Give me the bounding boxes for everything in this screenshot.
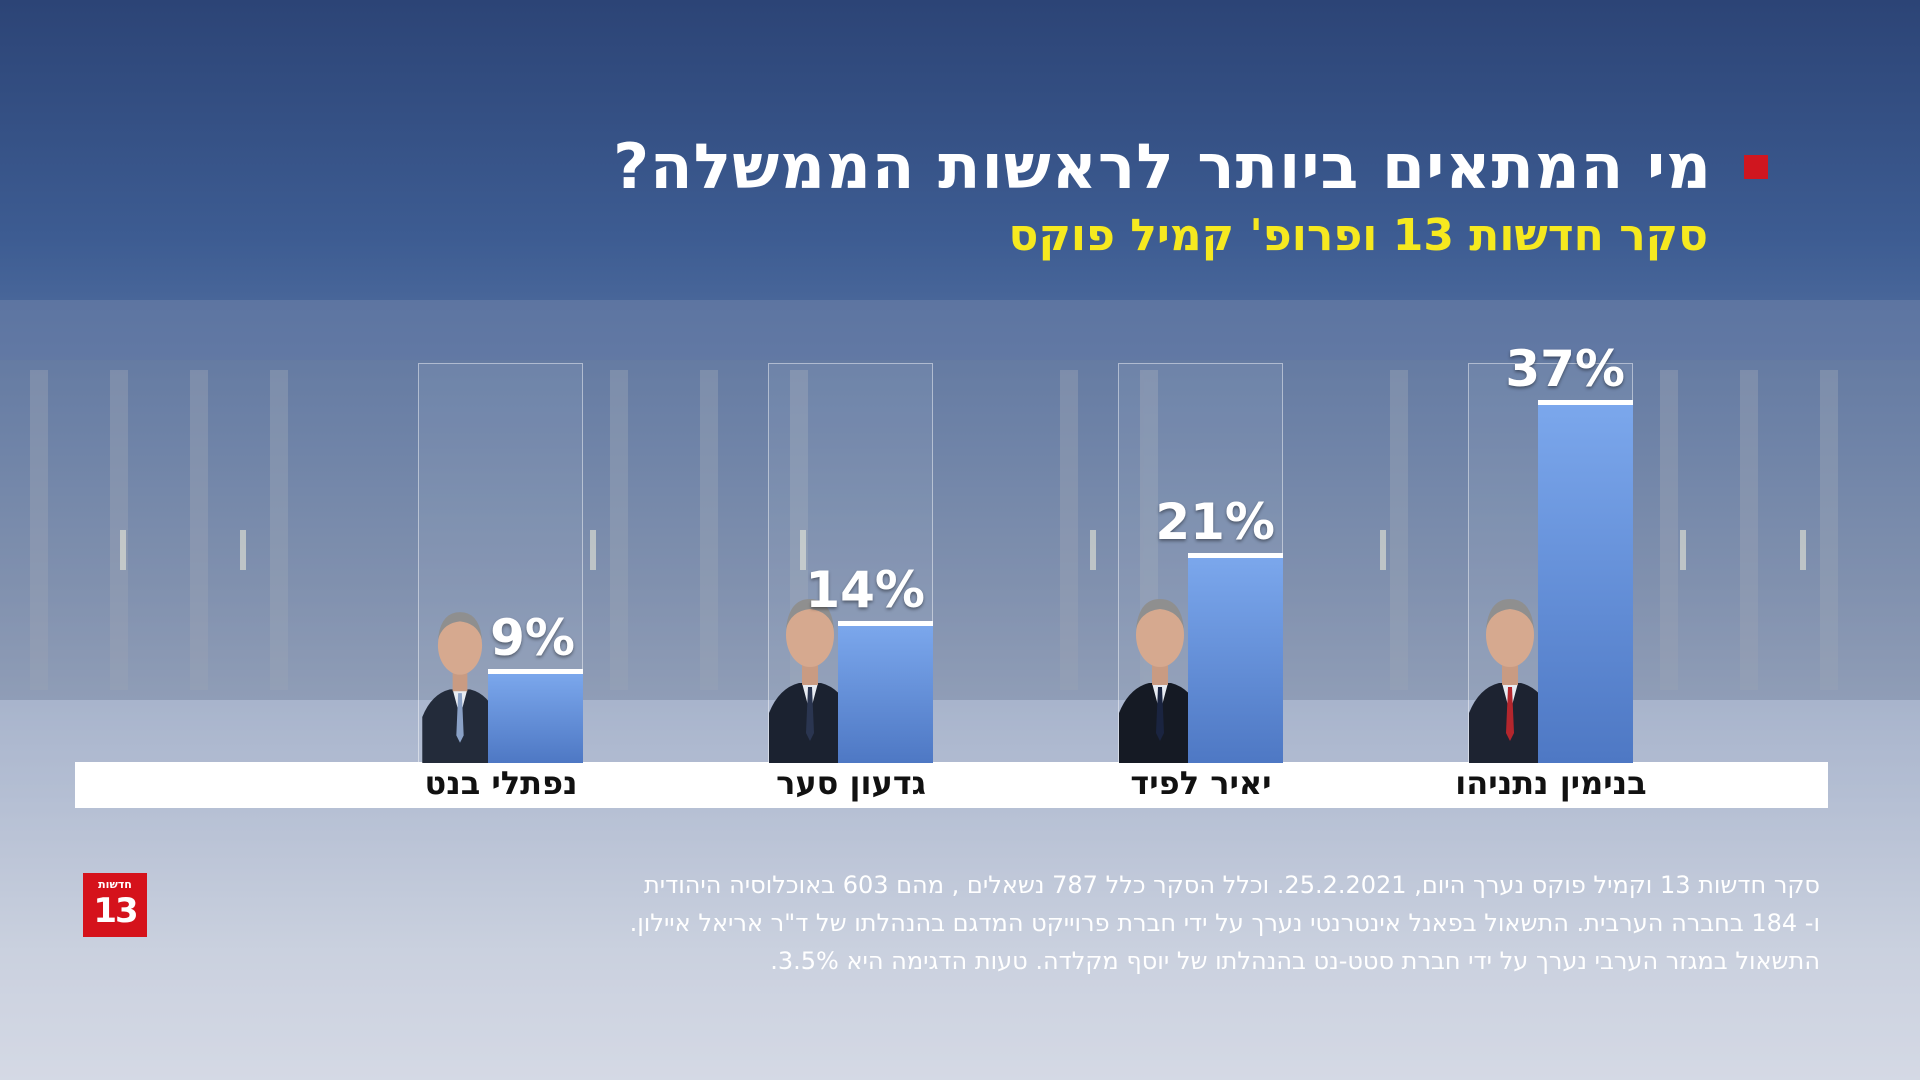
headline-row: מי המתאים ביותר לראשות הממשלה? xyxy=(613,130,1768,203)
data-bar xyxy=(838,621,933,763)
category-label: גדעון סער xyxy=(776,764,926,802)
candidate-photo xyxy=(769,531,851,763)
candidate-photo xyxy=(419,579,501,763)
footnote-line-1: סקר חדשות 13 וקמיל פוקס נערך היום, 25.2.… xyxy=(643,871,1820,899)
logo-number: 13 xyxy=(93,891,138,931)
candidate-photo xyxy=(1469,433,1551,763)
names-strip xyxy=(75,762,1828,808)
footnote-line-3: התשאול במגזר הערבי נערך על ידי חברת סטט-… xyxy=(770,947,1820,975)
category-label: בנימין נתניהו xyxy=(1455,764,1647,802)
data-bar xyxy=(1538,400,1633,763)
channel-13-logo: חדשות 13 xyxy=(83,873,147,937)
data-label: 14% xyxy=(805,561,925,619)
chart-title: מי המתאים ביותר לראשות הממשלה? xyxy=(613,130,1712,203)
candidate-column: 9% xyxy=(418,363,583,763)
candidate-photo xyxy=(1119,463,1201,763)
chart-subtitle: סקר חדשות 13 ופרופ' קמיל פוקס xyxy=(1008,210,1708,261)
candidate-column: 14% xyxy=(768,363,933,763)
footnote-line-2: ו- 184 בחברה הערבית. התשאול בפאנל אינטרנ… xyxy=(629,909,1820,937)
headline-bullet xyxy=(1744,154,1768,179)
logo-text: חדשות xyxy=(98,878,132,891)
candidate-column: 37% xyxy=(1468,340,1633,763)
data-bar xyxy=(488,669,583,763)
candidate-column: 21% xyxy=(1118,363,1283,763)
data-label: 9% xyxy=(490,609,575,667)
category-label: יאיר לפיד xyxy=(1130,764,1272,802)
data-bar xyxy=(1188,553,1283,763)
data-label: 37% xyxy=(1505,340,1625,398)
data-label: 21% xyxy=(1155,493,1275,551)
category-label: נפתלי בנט xyxy=(424,764,578,802)
survey-footnote: סקר חדשות 13 וקמיל פוקס נערך היום, 25.2.… xyxy=(300,866,1820,980)
